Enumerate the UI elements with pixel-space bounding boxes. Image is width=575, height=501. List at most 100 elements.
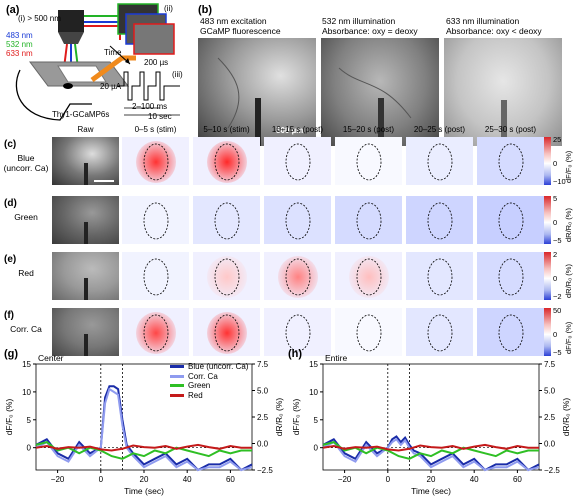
colorbar-tick-bottom: −10 xyxy=(553,177,566,186)
b-image-483 xyxy=(198,38,316,146)
x-axis-label: Time (sec) xyxy=(124,486,164,496)
column-header: Raw xyxy=(77,125,94,134)
x-tick-label: −20 xyxy=(338,475,352,484)
legend: Blue (uncorr. Ca) Corr. Ca Green Red xyxy=(170,362,248,400)
x-axis-label: Time (sec) xyxy=(411,486,451,496)
colorbar-unit: dR/R₀ (%) xyxy=(564,208,573,242)
y2-tick-label: 2.5 xyxy=(257,413,269,422)
row-name: Green xyxy=(14,212,38,222)
heatmap-tile xyxy=(335,137,402,185)
filter-label: (i) > 500 nm xyxy=(18,14,61,23)
series-line xyxy=(322,435,540,472)
heatmap-tile xyxy=(406,252,473,300)
colorbar-tick-mid: 0 xyxy=(553,330,558,339)
x-tick-label: 40 xyxy=(183,475,192,484)
series-line xyxy=(35,441,252,460)
roi-ellipse xyxy=(214,143,240,181)
column-header: 10–15 s (post) xyxy=(271,125,324,134)
b-title-483: 483 nm excitation GCaMP fluorescence xyxy=(200,16,281,36)
wavelength-list: 483 nm 532 nm 633 nm xyxy=(6,31,33,58)
x-tick-label: 20 xyxy=(427,475,436,484)
b-image-633 xyxy=(444,38,562,146)
colorbar xyxy=(544,196,551,244)
roi-ellipse xyxy=(498,202,524,240)
heatmap-tile xyxy=(477,308,544,356)
row-letter: (f) xyxy=(4,310,14,321)
legend-item: Red xyxy=(170,391,248,401)
plot-subtitle: Center xyxy=(38,353,64,363)
current-label: 20 µA xyxy=(100,82,122,91)
roi-ellipse xyxy=(427,314,453,352)
y-tick-label: 15 xyxy=(309,360,318,369)
column-header: 25–30 s (post) xyxy=(484,125,537,134)
roi-ellipse xyxy=(356,258,382,296)
y2-tick-label: 0.0 xyxy=(544,440,556,449)
column-header: 0–5 s (stim) xyxy=(134,125,177,134)
series-line xyxy=(322,437,540,472)
b-image-532 xyxy=(321,38,439,146)
legend-swatch-corr xyxy=(170,374,184,378)
b-title-532-line2: Absorbance: oxy = deoxy xyxy=(322,26,418,36)
roi-ellipse xyxy=(427,202,453,240)
roi-ellipse xyxy=(498,143,524,181)
roi-ellipse xyxy=(143,258,169,296)
legend-swatch-green xyxy=(170,384,184,388)
legend-swatch-red xyxy=(170,393,184,397)
y2-tick-label: 7.5 xyxy=(257,360,269,369)
roi-ellipse xyxy=(498,314,524,352)
y2-axis-label: dR/R₀ (%) xyxy=(561,398,571,437)
raw-image-tile xyxy=(52,252,119,300)
series-line xyxy=(35,443,252,452)
line-plot-center: −20 0 20 40 60 0 5 10 15 7.5 5.0 2.5 0.0 −2.5 Time (se… xyxy=(4,353,284,496)
wavelength-532: 532 nm xyxy=(6,40,33,49)
y-tick-label: 10 xyxy=(309,388,318,397)
x-tick-label: 0 xyxy=(99,475,104,484)
heatmap-tile xyxy=(193,308,260,356)
heatmap-tile xyxy=(264,308,331,356)
roi-ellipse xyxy=(143,314,169,352)
b-title-483-line1: 483 nm excitation xyxy=(200,16,267,26)
column-header: 5–10 s (stim) xyxy=(203,125,250,134)
y2-tick-label: 2.5 xyxy=(544,413,556,422)
colorbar-tick-mid: 0 xyxy=(553,218,558,227)
colorbar-tick-bottom: −5 xyxy=(553,236,562,245)
roi-ellipse xyxy=(143,202,169,240)
legend-label-corr: Corr. Ca xyxy=(188,371,218,381)
train-label: 2–100 ms xyxy=(132,102,168,111)
row-letter: (c) xyxy=(4,139,17,150)
roi-ellipse xyxy=(214,314,240,352)
pulse-width-label: 200 µs xyxy=(144,58,169,67)
colorbar xyxy=(544,252,551,300)
heatmap-tile xyxy=(122,308,189,356)
roi-ellipse xyxy=(427,258,453,296)
plot-frame xyxy=(322,363,540,471)
b-title-633-line1: 633 nm illumination xyxy=(446,16,520,26)
b-title-483-line2: GCaMP fluorescence xyxy=(200,26,281,36)
scalebar-label: 500 µm xyxy=(276,126,304,135)
y-axis-label: dF/F₀ (%) xyxy=(4,399,14,436)
plot-subtitle: Entire xyxy=(325,353,347,363)
x-tick-label: 40 xyxy=(470,475,479,484)
legend-swatch-blue xyxy=(170,365,184,369)
heatmap-tile xyxy=(406,196,473,244)
legend-label-red: Red xyxy=(188,390,203,400)
row-name: Red xyxy=(18,268,34,278)
line-plot-entire: −20 0 20 40 60 0 5 10 15 7.5 5.0 2.5 0.0 −2.5 Time (se… xyxy=(291,353,571,496)
series-line xyxy=(322,441,539,460)
series-line xyxy=(322,443,539,452)
y-axis-label: dF/F₀ (%) xyxy=(291,399,301,436)
y2-tick-label: −2.5 xyxy=(257,466,273,475)
roi-ellipse xyxy=(214,202,240,240)
roi-ellipse xyxy=(356,314,382,352)
colorbar-unit: dR/R₀ (%) xyxy=(564,264,573,298)
b-title-633: 633 nm illumination Absorbance: oxy < de… xyxy=(446,16,542,36)
x-tick-label: 60 xyxy=(226,475,235,484)
legend-item: Green xyxy=(170,381,248,391)
panel-b-label: (b) xyxy=(198,4,213,16)
y2-tick-label: 7.5 xyxy=(544,360,556,369)
roi-ellipse xyxy=(285,314,311,352)
legend-item: Corr. Ca xyxy=(170,372,248,382)
roi-ellipse xyxy=(285,202,311,240)
heatmap-tile xyxy=(477,196,544,244)
heatmap-tile xyxy=(406,308,473,356)
